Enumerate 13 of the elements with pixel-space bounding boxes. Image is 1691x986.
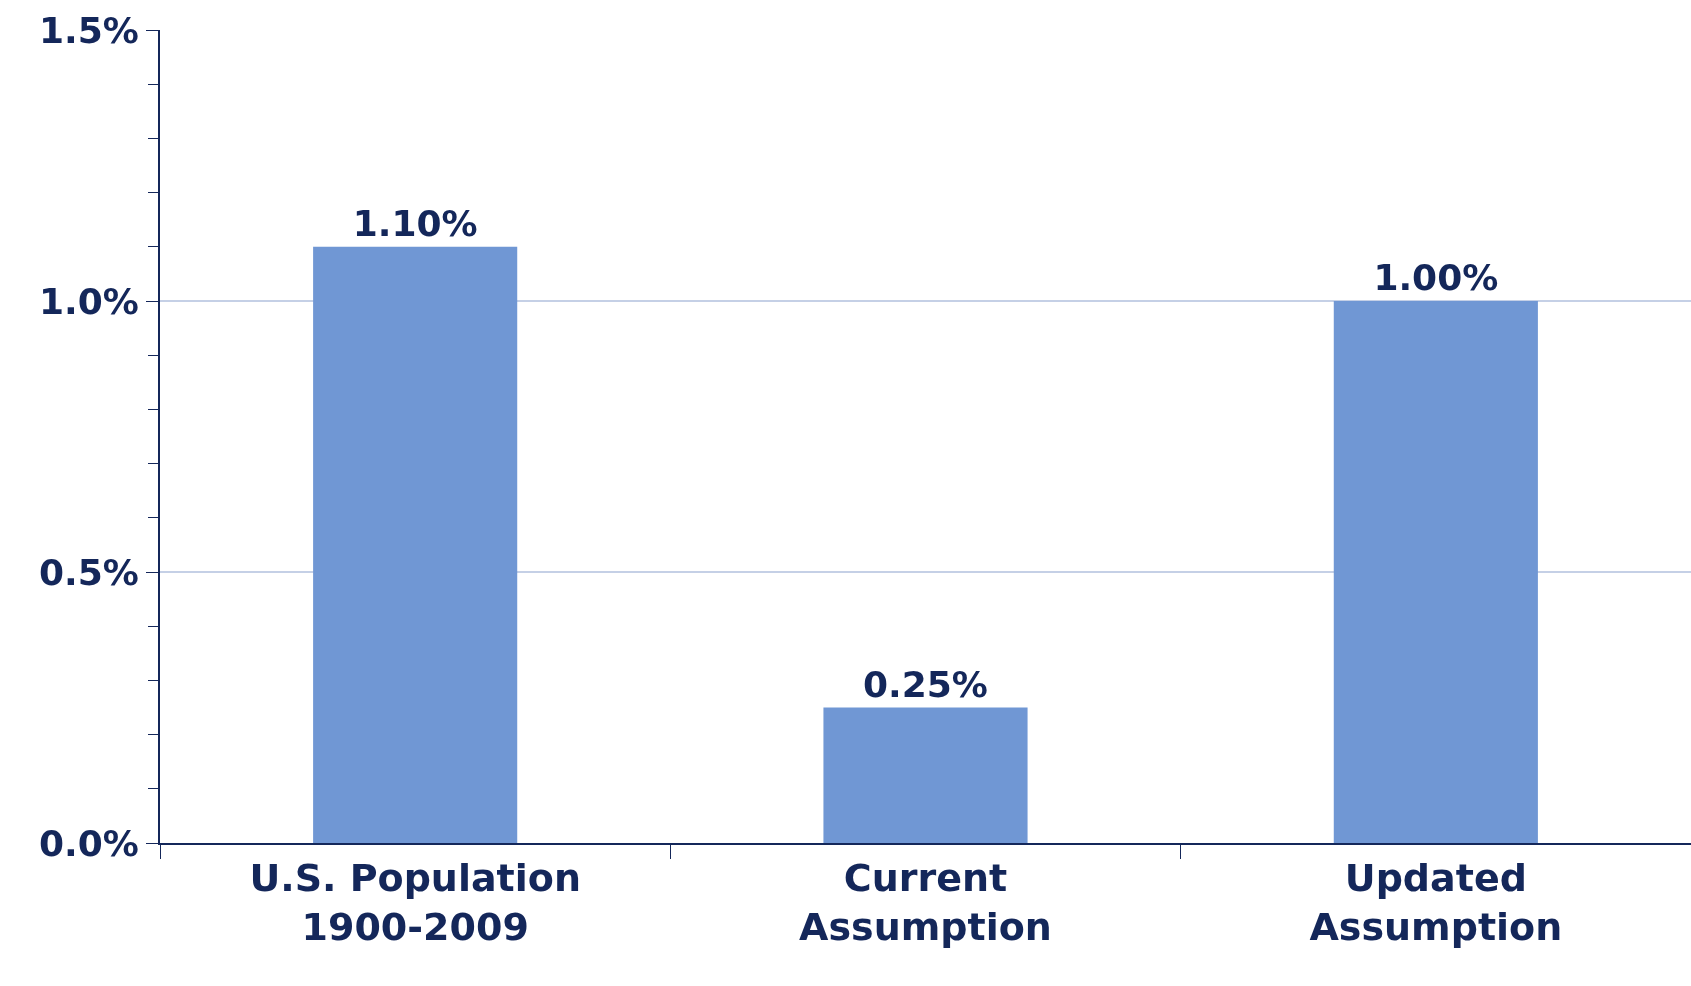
x-tick-label: U.S. Population 1900-2009 — [249, 855, 581, 949]
data-label: 1.00% — [1373, 257, 1499, 298]
y-tick-label: 0.0% — [38, 822, 139, 864]
y-tick-label: 1.0% — [38, 280, 139, 322]
y-tick-label: 0.5% — [38, 551, 139, 593]
bar — [823, 707, 1028, 843]
bar — [1333, 301, 1538, 843]
y-tick-label: 1.5% — [38, 9, 139, 51]
data-label: 1.10% — [352, 202, 478, 244]
x-tick-label: Updated Assumption — [1309, 855, 1563, 949]
data-label: 0.25% — [863, 663, 988, 705]
x-tick-label: Current Assumption — [799, 855, 1052, 949]
bar — [313, 246, 518, 843]
